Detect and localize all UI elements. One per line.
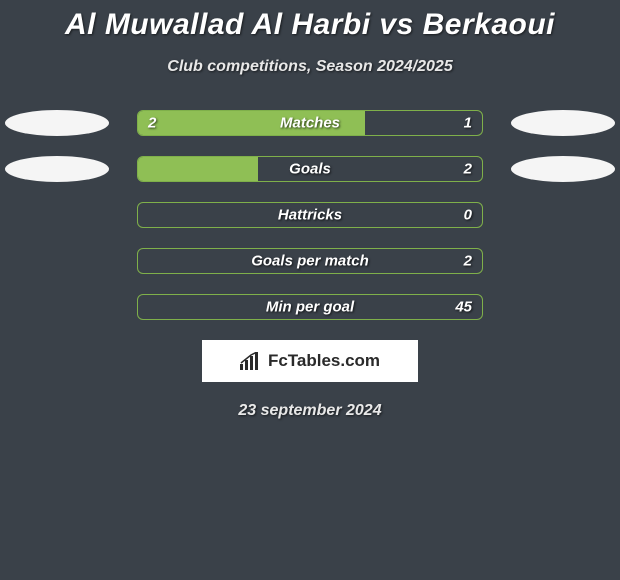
stat-value-right: 0 (464, 207, 472, 224)
stat-bar: Goals per match 2 (137, 248, 483, 274)
player-flag-left (5, 156, 109, 182)
stat-value-right: 45 (455, 299, 472, 316)
stat-bar-fill (138, 157, 258, 181)
flag-spacer (511, 202, 615, 228)
stat-value-right: 1 (464, 115, 472, 132)
stat-row: Hattricks 0 (0, 202, 620, 228)
stat-label: Matches (280, 115, 340, 132)
flag-spacer (5, 202, 109, 228)
stat-label: Min per goal (266, 299, 354, 316)
stat-row: Goals 2 (0, 156, 620, 182)
stat-bar: 2 Matches 1 (137, 110, 483, 136)
flag-spacer (511, 248, 615, 274)
flag-spacer (511, 294, 615, 320)
comparison-subtitle: Club competitions, Season 2024/2025 (0, 58, 620, 76)
stat-bar: Min per goal 45 (137, 294, 483, 320)
site-logo: FcTables.com (202, 340, 418, 382)
flag-spacer (5, 248, 109, 274)
stat-value-right: 2 (464, 161, 472, 178)
logo-text: FcTables.com (268, 351, 380, 371)
comparison-title: Al Muwallad Al Harbi vs Berkaoui (0, 8, 620, 42)
chart-icon (240, 352, 262, 370)
stat-row: 2 Matches 1 (0, 110, 620, 136)
stat-bar: Hattricks 0 (137, 202, 483, 228)
stat-row: Min per goal 45 (0, 294, 620, 320)
stat-bar: Goals 2 (137, 156, 483, 182)
stat-label: Goals per match (251, 253, 369, 270)
stat-row: Goals per match 2 (0, 248, 620, 274)
player-flag-right (511, 110, 615, 136)
stat-value-left: 2 (148, 115, 156, 132)
stat-value-right: 2 (464, 253, 472, 270)
stat-label: Goals (289, 161, 331, 178)
stats-list: 2 Matches 1 Goals 2 Hattricks 0 Goals per match… (0, 110, 620, 320)
player-flag-right (511, 156, 615, 182)
flag-spacer (5, 294, 109, 320)
player-flag-left (5, 110, 109, 136)
snapshot-date: 23 september 2024 (0, 402, 620, 420)
stat-label: Hattricks (278, 207, 342, 224)
